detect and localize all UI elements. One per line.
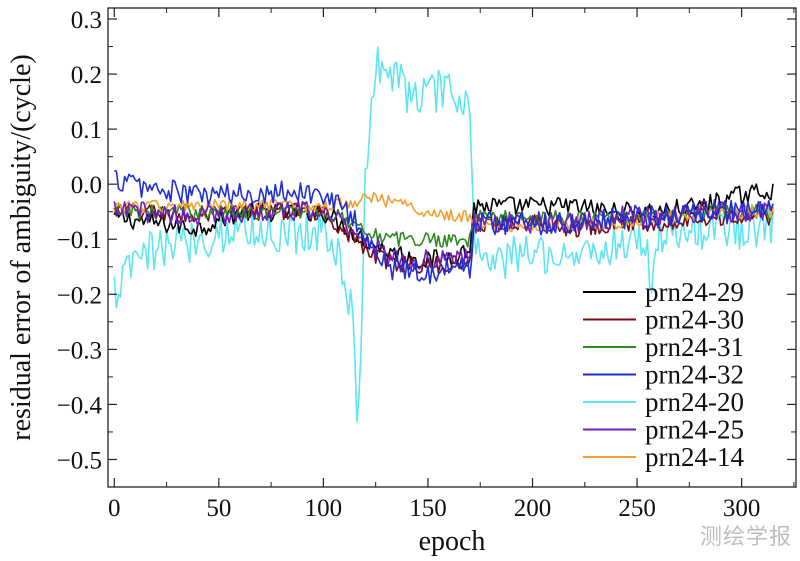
y-tick-label: −0.4: [57, 392, 103, 419]
x-tick-label: 150: [409, 495, 447, 522]
legend-label-prn24-32: prn24-32: [645, 360, 744, 390]
x-axis-title: epoch: [419, 526, 486, 557]
legend-label-prn24-20: prn24-20: [645, 387, 744, 417]
x-tick-label: 250: [618, 495, 656, 522]
y-tick-label: −0.3: [57, 337, 102, 364]
x-tick-label: 200: [514, 495, 552, 522]
y-tick-label: −0.1: [57, 227, 102, 254]
watermark-text: 测绘学报: [699, 525, 792, 550]
y-tick-label: 0.0: [71, 172, 102, 199]
y-axis-title: residual error of ambiguity/(cycle): [6, 54, 37, 440]
y-tick-label: −0.2: [57, 282, 102, 309]
x-tick-label: 100: [305, 495, 343, 522]
x-tick-label: 0: [108, 495, 121, 522]
legend-label-prn24-31: prn24-31: [645, 332, 744, 362]
plot-frame: [107, 7, 797, 488]
x-tick-label: 50: [206, 495, 231, 522]
legend-label-prn24-29: prn24-29: [645, 277, 744, 307]
legend-label-prn24-25: prn24-25: [645, 415, 744, 445]
legend-label-prn24-30: prn24-30: [645, 305, 744, 335]
y-tick-label: 0.3: [71, 7, 102, 34]
legend-label-prn24-14: prn24-14: [645, 442, 744, 472]
y-tick-label: 0.1: [71, 117, 102, 144]
y-tick-label: 0.2: [71, 62, 102, 89]
x-tick-label: 300: [723, 495, 761, 522]
axes-layer: 0 50 100 150 200 250 300 0.3 0.2 0.1 0.0 −0.1 −0.2 −0…: [57, 7, 796, 522]
series-line-prn24-32: [114, 169, 774, 285]
series-layer: [113, 46, 774, 423]
y-tick-label: −0.5: [57, 447, 102, 474]
legend: prn24-29prn24-30prn24-31prn24-32prn24-20…: [583, 277, 744, 472]
series-line-prn24-25: [113, 200, 774, 272]
series-line-prn24-20: [113, 46, 774, 423]
